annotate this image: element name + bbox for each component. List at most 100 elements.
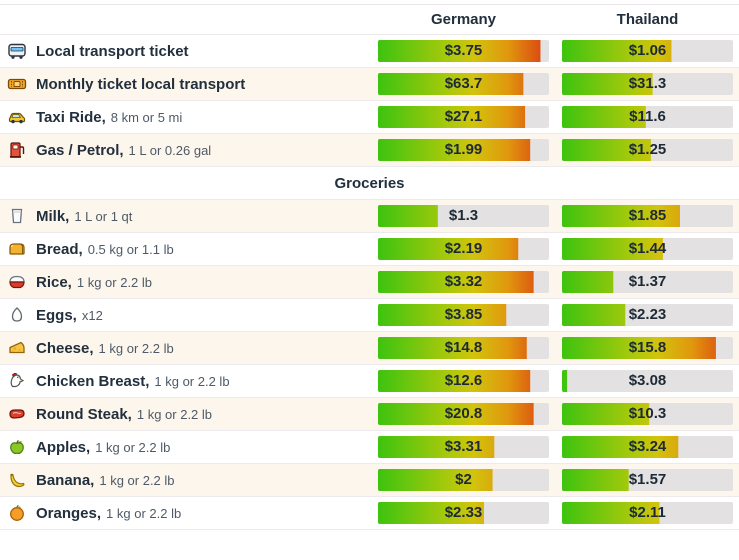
germany-cell: $2.19 [371, 238, 555, 260]
germany-price-bar-fill [378, 370, 531, 392]
germany-price-bar: $2 [378, 469, 549, 491]
germany-price-bar-fill [378, 205, 438, 227]
milk-icon [7, 206, 27, 226]
thailand-cell: $2.11 [555, 502, 739, 524]
item-label-cell: Rice, 1 kg or 2.2 lb [0, 272, 371, 292]
thailand-cell: $10.3 [555, 403, 739, 425]
table-row: Milk, 1 L or 1 qt $1.3 $1.85 [0, 200, 739, 233]
table-row: Banana, 1 kg or 2.2 lb $2 $1.57 [0, 464, 739, 497]
germany-price-bar-fill [378, 469, 493, 491]
item-detail: 1 kg or 2.2 lb [95, 439, 171, 455]
thailand-price-bar: $1.25 [562, 139, 733, 161]
thailand-price-bar-fill [562, 370, 568, 392]
thailand-price-bar: $3.08 [562, 370, 733, 392]
item-label-cell: Chicken Breast, 1 kg or 2.2 lb [0, 371, 371, 391]
germany-price-bar-fill [378, 337, 527, 359]
section-header-groceries: Groceries [0, 167, 739, 200]
thailand-price-bar: $15.8 [562, 337, 733, 359]
germany-price-bar-fill [378, 40, 541, 62]
thailand-price-value: $1.37 [628, 273, 667, 290]
germany-price-bar: $27.1 [378, 106, 549, 128]
item-name: Taxi Ride, [36, 108, 106, 126]
germany-price-value: $20.8 [444, 405, 483, 422]
item-label-cell: Monthly ticket local transport [0, 74, 371, 94]
item-label-cell: Taxi Ride, 8 km or 5 mi [0, 107, 371, 127]
germany-price-bar: $63.7 [378, 73, 549, 95]
germany-price-bar: $3.31 [378, 436, 549, 458]
item-detail: 1 kg or 2.2 lb [98, 340, 174, 356]
item-detail: 1 kg or 2.2 lb [106, 505, 182, 521]
germany-price-bar-fill [378, 106, 526, 128]
germany-cell: $12.6 [371, 370, 555, 392]
table-body: Local transport ticket $3.75 $1.06 Monthly … [0, 35, 739, 530]
germany-cell: $3.85 [371, 304, 555, 326]
steak-icon [7, 404, 27, 424]
germany-price-bar: $3.85 [378, 304, 549, 326]
thailand-price-value: $2.23 [628, 306, 667, 323]
cost-comparison-table: Germany Thailand Local transport ticket $… [0, 4, 739, 530]
table-header-row: Germany Thailand [0, 5, 739, 35]
thailand-price-bar-fill [562, 502, 660, 524]
thailand-price-bar: $1.85 [562, 205, 733, 227]
item-label-cell: Gas / Petrol, 1 L or 0.26 gal [0, 140, 371, 160]
apple-icon [7, 437, 27, 457]
thailand-price-bar-fill [562, 106, 646, 128]
germany-price-value: $14.8 [444, 339, 483, 356]
banana-icon [7, 470, 27, 490]
table-row: Cheese, 1 kg or 2.2 lb $14.8 $15.8 [0, 332, 739, 365]
item-name: Bread, [36, 240, 83, 258]
item-name: Local transport ticket [36, 42, 189, 60]
orange-icon [7, 503, 27, 523]
germany-cell: $1.3 [371, 205, 555, 227]
item-label-cell: Banana, 1 kg or 2.2 lb [0, 470, 371, 490]
table-row: Taxi Ride, 8 km or 5 mi $27.1 $11.6 [0, 101, 739, 134]
germany-cell: $3.75 [371, 40, 555, 62]
germany-price-value: $2.33 [444, 504, 483, 521]
germany-price-bar-fill [378, 502, 485, 524]
cost-comparison-page: Germany Thailand Local transport ticket $… [0, 4, 739, 530]
germany-cell: $27.1 [371, 106, 555, 128]
germany-price-bar: $12.6 [378, 370, 549, 392]
item-name: Oranges, [36, 504, 102, 522]
taxi-icon [7, 107, 27, 127]
item-label-cell: Eggs, x12 [0, 305, 371, 325]
table-row: Local transport ticket $3.75 $1.06 [0, 35, 739, 68]
germany-price-value: $2.19 [444, 240, 483, 257]
thailand-price-bar-fill [562, 403, 650, 425]
thailand-cell: $11.6 [555, 106, 739, 128]
thailand-price-value: $1.25 [628, 141, 667, 158]
thailand-price-value: $15.8 [628, 339, 667, 356]
thailand-cell: $1.85 [555, 205, 739, 227]
table-row: Gas / Petrol, 1 L or 0.26 gal $1.99 $1.25 [0, 134, 739, 167]
thailand-price-bar-fill [562, 337, 716, 359]
item-detail: 1 kg or 2.2 lb [136, 406, 213, 422]
germany-price-bar-fill [378, 271, 534, 293]
germany-cell: $3.32 [371, 271, 555, 293]
thailand-cell: $1.37 [555, 271, 739, 293]
thailand-price-bar-fill [562, 40, 672, 62]
thailand-cell: $1.57 [555, 469, 739, 491]
bread-icon [7, 239, 27, 259]
item-detail: 1 L or 0.26 gal [128, 142, 212, 158]
table-row: Monthly ticket local transport $63.7 $31.3 [0, 68, 739, 101]
rice-icon [7, 272, 27, 292]
table-row: Eggs, x12 $3.85 $2.23 [0, 299, 739, 332]
thailand-price-bar: $3.24 [562, 436, 733, 458]
thailand-price-value: $10.3 [628, 405, 667, 422]
item-label-cell: Milk, 1 L or 1 qt [0, 206, 371, 226]
thailand-cell: $15.8 [555, 337, 739, 359]
germany-price-bar: $1.3 [378, 205, 549, 227]
item-label-cell: Apples, 1 kg or 2.2 lb [0, 437, 371, 457]
item-name: Cheese, [36, 339, 94, 357]
thailand-price-bar: $2.23 [562, 304, 733, 326]
item-detail: 1 kg or 2.2 lb [76, 274, 153, 290]
germany-price-bar: $2.19 [378, 238, 549, 260]
thailand-cell: $1.06 [555, 40, 739, 62]
item-detail: 8 km or 5 mi [110, 109, 183, 125]
thailand-price-bar-fill [562, 469, 629, 491]
item-detail: 1 L or 1 qt [74, 208, 133, 224]
germany-price-value: $2 [455, 471, 472, 488]
thailand-price-bar: $1.37 [562, 271, 733, 293]
item-detail: 1 kg or 2.2 lb [154, 373, 230, 389]
chicken-icon [7, 371, 27, 391]
